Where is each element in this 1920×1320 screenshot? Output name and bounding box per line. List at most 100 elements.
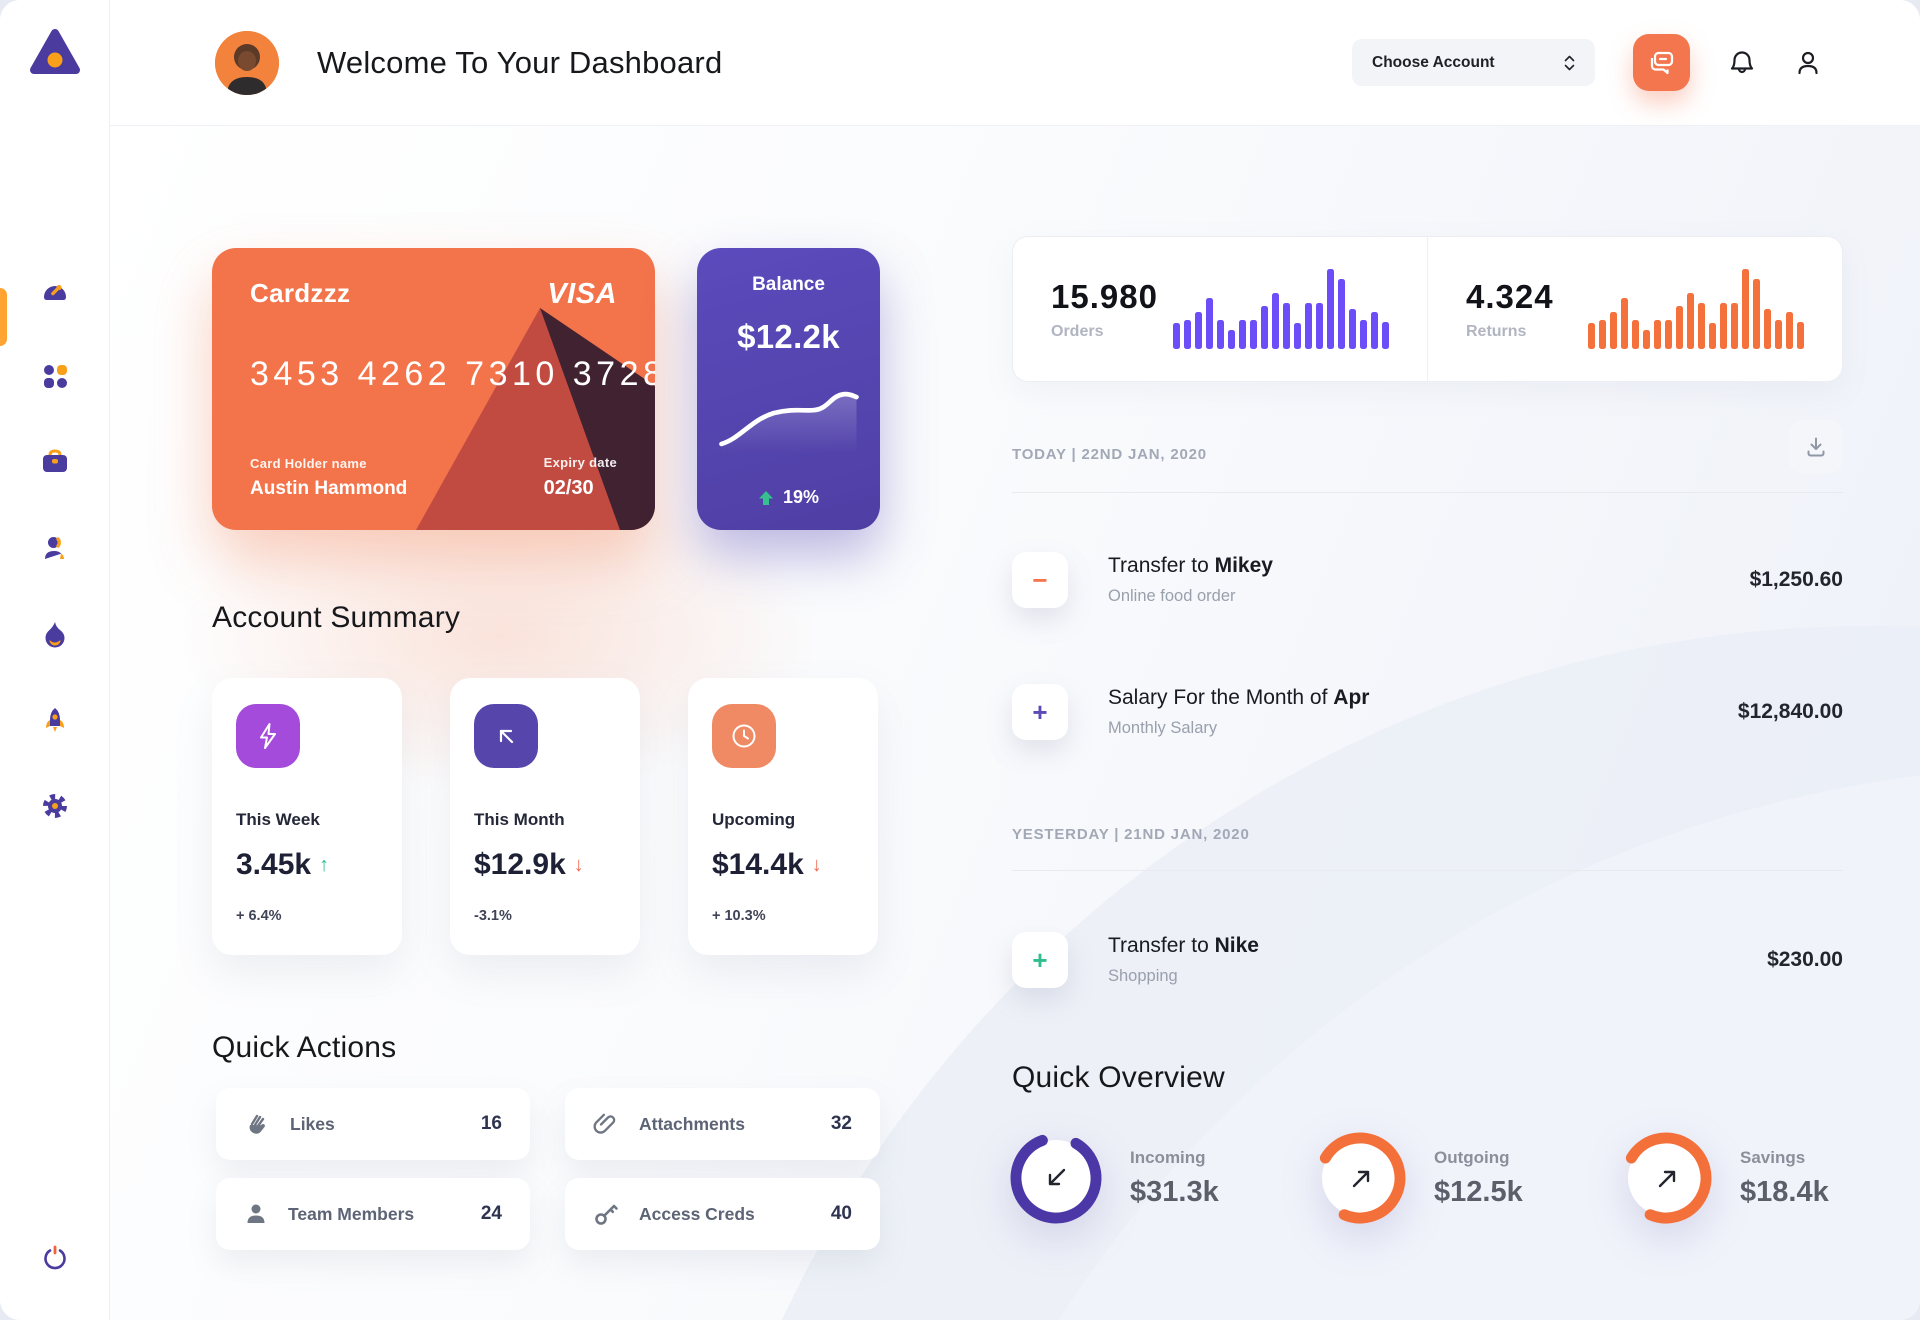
user-avatar[interactable] — [215, 30, 279, 95]
returns-stat: 4.324 Returns — [1427, 237, 1842, 381]
transaction-row-salary[interactable]: + Salary For the Month of Apr Monthly Sa… — [1012, 684, 1843, 740]
card-holder-label: Card Holder name — [250, 456, 367, 471]
summary-value: $14.4k — [712, 848, 804, 881]
transaction-sign-icon: − — [1012, 552, 1068, 608]
mini-bar — [1250, 320, 1257, 349]
arrow-up-left-icon — [499, 729, 514, 744]
overview-outgoing: Outgoing $12.5k — [1312, 1130, 1523, 1226]
quick-action-attachments[interactable]: Attachments 32 — [565, 1088, 880, 1160]
sidebar-item-settings[interactable] — [27, 778, 83, 834]
credit-card: Cardzzz VISA 3453 4262 7310 3728 Card Ho… — [212, 248, 655, 530]
card-number: 3453 4262 7310 3728 — [250, 355, 655, 393]
quick-action-count: 40 — [830, 1203, 852, 1224]
savings-progress-ring — [1618, 1130, 1714, 1226]
overview-value: $18.4k — [1740, 1175, 1829, 1208]
quick-action-label: Access Creds — [639, 1203, 755, 1224]
sidebar-item-dashboard[interactable] — [27, 262, 83, 318]
summary-value: 3.45k — [236, 848, 312, 881]
trend-down-icon: ↓ — [573, 853, 584, 876]
trend-down-icon: ↓ — [811, 853, 822, 876]
clock-icon — [732, 724, 756, 748]
orders-stat: 15.980 Orders — [1013, 237, 1427, 381]
brand-logo-icon[interactable] — [28, 26, 82, 80]
mini-bar — [1327, 269, 1334, 349]
sidebar — [0, 0, 110, 1320]
person-icon — [1798, 51, 1818, 74]
mini-bar — [1632, 320, 1639, 349]
sidebar-nav — [27, 262, 83, 864]
overview-label: Outgoing — [1434, 1147, 1510, 1167]
notifications-button[interactable] — [1728, 49, 1756, 77]
header: Welcome To Your Dashboard Choose Account — [110, 0, 1920, 126]
summary-card-upcoming: Upcoming $14.4k ↓ + 10.3% — [688, 678, 878, 955]
card-expiry-label: Expiry date — [543, 455, 617, 470]
mini-bar — [1709, 322, 1716, 349]
header-actions: Choose Account — [1352, 34, 1822, 91]
transaction-amount: $1,250.60 — [1749, 568, 1843, 591]
sidebar-item-portfolio[interactable] — [27, 434, 83, 490]
transaction-row-nike[interactable]: + Transfer to Nike Shopping $230.00 — [1012, 932, 1843, 988]
summary-delta: + 10.3% — [712, 908, 766, 924]
mini-bar — [1294, 322, 1301, 349]
account-select[interactable]: Choose Account — [1352, 39, 1595, 86]
mini-bar — [1360, 320, 1367, 349]
logout-power-button[interactable] — [27, 1230, 83, 1286]
mini-bar — [1698, 303, 1705, 349]
overview-incoming: Incoming $31.3k — [1008, 1130, 1219, 1226]
summary-card-this-week: This Week 3.45k ↑ + 6.4% — [212, 678, 402, 955]
orders-value: 15.980 — [1051, 277, 1158, 315]
divider — [1012, 492, 1843, 493]
chevron-up-down-icon — [1564, 55, 1575, 71]
mini-bar — [1173, 322, 1180, 349]
transaction-row-mikey[interactable]: − Transfer to Mikey Online food order $1… — [1012, 552, 1843, 608]
outgoing-progress-ring — [1312, 1130, 1408, 1226]
quick-action-likes[interactable]: Likes 16 — [216, 1088, 530, 1160]
profile-button[interactable] — [1794, 49, 1822, 77]
mini-bar — [1206, 297, 1213, 349]
mini-bar — [1643, 329, 1650, 349]
main-content: Cardzzz VISA 3453 4262 7310 3728 Card Ho… — [110, 126, 1920, 1320]
returns-label: Returns — [1466, 322, 1527, 340]
sidebar-item-launch[interactable] — [27, 692, 83, 748]
orders-mini-bar-chart — [1173, 269, 1389, 349]
balance-value: $12.2k — [737, 318, 840, 355]
member-icon — [247, 1204, 265, 1223]
quick-action-count: 24 — [480, 1203, 502, 1224]
overview-value: $12.5k — [1434, 1175, 1523, 1208]
page-title: Welcome To Your Dashboard — [317, 44, 723, 80]
mini-bar — [1371, 312, 1378, 349]
mini-bar — [1599, 320, 1606, 349]
mini-bar — [1283, 303, 1290, 349]
sidebar-item-trending[interactable] — [27, 606, 83, 662]
transaction-amount: $12,840.00 — [1737, 700, 1843, 723]
quick-action-label: Team Members — [288, 1203, 415, 1224]
mini-bar — [1720, 303, 1727, 349]
transaction-title: Transfer to Mikey — [1108, 554, 1273, 577]
quick-action-access-creds[interactable]: Access Creds 40 — [565, 1178, 880, 1250]
messages-button[interactable] — [1633, 34, 1690, 91]
quick-action-team-members[interactable]: Team Members 24 — [216, 1178, 530, 1250]
download-statement-button[interactable] — [1789, 420, 1843, 474]
user-icon — [44, 537, 64, 559]
quick-action-count: 16 — [480, 1113, 502, 1134]
sidebar-item-apps[interactable] — [27, 348, 83, 404]
sidebar-item-team[interactable] — [27, 520, 83, 576]
date-group-today: TODAY | 22ND JAN, 2020 — [1012, 446, 1207, 463]
active-nav-indicator — [0, 288, 7, 346]
mini-bar — [1764, 309, 1771, 349]
mini-bar — [1338, 278, 1345, 349]
returns-value: 4.324 — [1466, 277, 1554, 315]
overview-value: $31.3k — [1130, 1175, 1219, 1208]
arrow-up-icon — [758, 490, 773, 505]
transaction-subtitle: Shopping — [1108, 967, 1178, 985]
mini-bar — [1272, 293, 1279, 349]
mini-bar — [1621, 297, 1628, 349]
arrow-up-right-icon — [1658, 1170, 1676, 1188]
transaction-title: Transfer to Nike — [1108, 934, 1259, 957]
overview-label: Incoming — [1130, 1147, 1206, 1167]
balance-line-chart — [718, 391, 859, 454]
mini-bar — [1753, 278, 1760, 349]
briefcase-icon — [42, 449, 67, 472]
quick-actions-heading: Quick Actions — [212, 1030, 397, 1064]
